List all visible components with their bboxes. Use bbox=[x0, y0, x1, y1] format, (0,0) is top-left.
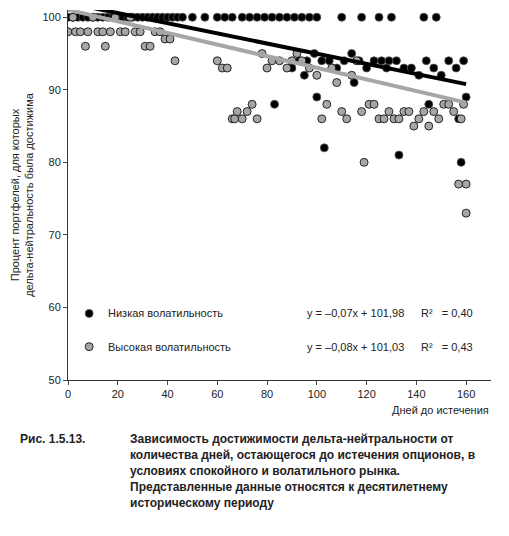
svg-text:Дней до истечения: Дней до истечения bbox=[392, 404, 489, 416]
svg-text:R² = 0,43: R² = 0,43 bbox=[421, 341, 473, 353]
svg-text:Высокая волатильность: Высокая волатильность bbox=[108, 341, 231, 353]
svg-text:y = –0,07x + 101,98: y = –0,07x + 101,98 bbox=[307, 307, 404, 319]
svg-text:60: 60 bbox=[211, 388, 223, 400]
svg-text:80: 80 bbox=[261, 388, 273, 400]
svg-text:140: 140 bbox=[407, 388, 425, 400]
svg-text:0: 0 bbox=[65, 388, 71, 400]
html-text:Зависимость достижимости дельт: Зависимость достижимости дельта-нейтраль… bbox=[130, 432, 475, 510]
svg-text:60: 60 bbox=[49, 301, 61, 313]
svg-text:70: 70 bbox=[49, 229, 61, 241]
svg-text:y = –0,08x + 101,03: y = –0,08x + 101,03 bbox=[307, 341, 404, 353]
html-text:Рис. 1.5.13.: Рис. 1.5.13. bbox=[20, 432, 86, 446]
svg-text:120: 120 bbox=[357, 388, 375, 400]
svg-text:R² = 0,40: R² = 0,40 bbox=[421, 307, 473, 319]
svg-text:80: 80 bbox=[49, 156, 61, 168]
svg-text:50: 50 bbox=[49, 374, 61, 386]
svg-text:Процент портфелей, для которых: Процент портфелей, для которыхдельта-ней… bbox=[9, 92, 35, 297]
svg-text:40: 40 bbox=[161, 388, 173, 400]
svg-text:Низкая волатильность: Низкая волатильность bbox=[108, 307, 223, 319]
svg-text:100: 100 bbox=[308, 388, 326, 400]
svg-text:90: 90 bbox=[49, 84, 61, 96]
svg-text:20: 20 bbox=[112, 388, 124, 400]
svg-text:160: 160 bbox=[457, 388, 475, 400]
svg-text:100: 100 bbox=[42, 11, 60, 23]
